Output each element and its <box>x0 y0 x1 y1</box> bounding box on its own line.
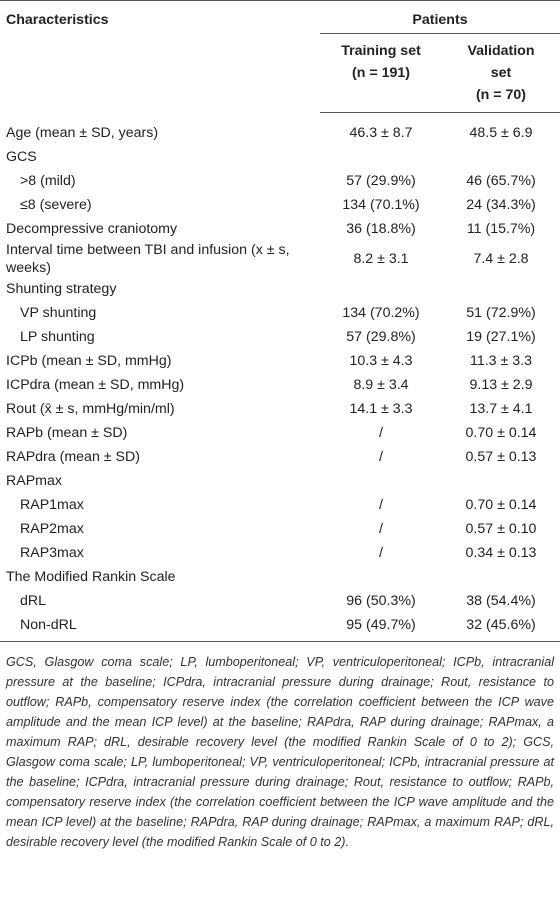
cell-value: 46 (65.7%) <box>466 173 536 189</box>
cell-value: 95 (49.7%) <box>320 613 442 642</box>
cell-value: 46.3 ± 8.7 <box>349 125 413 141</box>
column-name: Training set <box>341 43 421 59</box>
row-label: RAP1max <box>20 497 84 513</box>
cell-value: 19 (27.1%) <box>466 329 536 345</box>
table-row: RAPb (mean ± SD) / 0.70 ± 0.14 <box>0 421 560 445</box>
cell-value <box>320 565 442 589</box>
row-label: Interval time between TBI and infusion (… <box>6 242 290 276</box>
cell-value: 8.2 ± 3.1 <box>353 251 409 267</box>
cell-value: 24 (34.3%) <box>466 197 536 213</box>
row-label: Age (mean ± SD, years) <box>6 124 159 141</box>
row-label: GCS <box>6 149 37 165</box>
row-label: RAP3max <box>20 545 84 561</box>
cell-value <box>320 145 442 169</box>
cell-value: / <box>379 545 383 561</box>
table-row: RAPdra (mean ± SD) / 0.57 ± 0.13 <box>0 445 560 469</box>
cell-value: 14.1 ± 3.3 <box>349 401 413 417</box>
cell-value: 11.3 ± 3.3 <box>470 353 532 369</box>
table-row: >8 (mild) 57 (29.9%) 46 (65.7%) <box>0 169 560 193</box>
table-body: Age (mean ± SD, years) 46.3 ± 8.7 48.5 ± 6… <box>0 113 560 642</box>
column-header: Training set (n = 191) <box>320 33 442 113</box>
cell-value: / <box>379 497 383 513</box>
column-name: Validation set <box>467 43 535 81</box>
cell-value: 57 (29.8%) <box>346 329 416 345</box>
cell-value: 51 (72.9%) <box>466 305 536 321</box>
table-row: VP shunting 134 (70.2%) 51 (72.9%) <box>0 301 560 325</box>
cell-value: 0.57 ± 0.10 <box>465 521 537 537</box>
table-row: RAPmax <box>0 469 560 493</box>
table-row: ICPdra (mean ± SD, mmHg) 8.9 ± 3.4 9.13 ± … <box>0 373 560 397</box>
header-patients: Patients <box>320 0 560 34</box>
table-row: dRL 96 (50.3%) 38 (54.4%) <box>0 589 560 613</box>
cell-value: 11 (15.7%) <box>466 221 536 237</box>
table-row: Interval time between TBI and infusion (… <box>0 241 560 277</box>
table-row: Non-dRL 95 (49.7%) 32 (45.6%) <box>0 613 560 642</box>
cell-value <box>320 469 442 493</box>
table-row: Shunting strategy <box>0 277 560 301</box>
table-row: Rout (x̄ ± s, mmHg/min/ml) 14.1 ± 3.3 13.7… <box>0 397 560 421</box>
table-row: LP shunting 57 (29.8%) 19 (27.1%) <box>0 325 560 349</box>
row-label: The Modified Rankin Scale <box>6 569 176 585</box>
row-label: VP shunting <box>20 305 97 321</box>
cell-value: 10.3 ± 4.3 <box>349 353 413 369</box>
cell-value: 8.9 ± 3.4 <box>353 377 409 393</box>
cell-value <box>442 469 560 493</box>
row-label: RAPmax <box>6 473 62 489</box>
table-row: Age (mean ± SD, years) 46.3 ± 8.7 48.5 ± 6… <box>0 113 560 146</box>
footnote: GCS, Glasgow coma scale; LP, lumboperito… <box>6 655 554 849</box>
row-label: Shunting strategy <box>6 281 117 297</box>
cell-value: 38 (54.4%) <box>466 593 536 609</box>
cell-value: 134 (70.2%) <box>342 305 420 321</box>
cell-value: 48.5 ± 6.9 <box>469 125 533 141</box>
row-label: ICPdra (mean ± SD, mmHg) <box>6 377 185 393</box>
cell-value <box>442 277 560 301</box>
row-label: RAPb (mean ± SD) <box>6 425 128 441</box>
table-row: ICPb (mean ± SD, mmHg) 10.3 ± 4.3 11.3 ± 3… <box>0 349 560 373</box>
table-row: Decompressive craniotomy 36 (18.8%) 11 (15… <box>0 217 560 241</box>
cell-value <box>320 277 442 301</box>
cell-value: 9.13 ± 2.9 <box>469 377 533 393</box>
cell-value: 57 (29.9%) <box>346 173 416 189</box>
table-row: GCS <box>0 145 560 169</box>
table-row: RAP3max / 0.34 ± 0.13 <box>0 541 560 565</box>
row-label: Non-dRL <box>0 613 320 642</box>
data-table: Characteristics Patients Training set (n … <box>0 0 560 642</box>
cell-value: 134 (70.1%) <box>342 197 420 213</box>
cell-value: 13.7 ± 4.1 <box>469 401 533 417</box>
row-label: ≤8 (severe) <box>20 197 92 213</box>
cell-value: / <box>379 449 383 465</box>
row-label: Rout (x̄ ± s, mmHg/min/ml) <box>6 401 175 417</box>
row-label: ICPb (mean ± SD, mmHg) <box>6 353 172 369</box>
cell-value: 7.4 ± 2.8 <box>473 251 529 267</box>
cell-value: 96 (50.3%) <box>346 593 416 609</box>
cell-value: / <box>379 521 383 537</box>
table-row: RAP2max / 0.57 ± 0.10 <box>0 517 560 541</box>
header-characteristics: Characteristics <box>0 0 320 113</box>
cell-value: 32 (45.6%) <box>442 613 560 642</box>
row-label: RAP2max <box>20 521 84 537</box>
cell-value: 0.70 ± 0.14 <box>465 497 537 513</box>
column-n: (n = 191) <box>352 65 410 81</box>
cell-value <box>442 565 560 589</box>
column-n: (n = 70) <box>475 87 527 103</box>
column-header: Validation set (n = 70) <box>442 33 560 113</box>
row-label: Decompressive craniotomy <box>6 221 178 237</box>
cell-value: 0.57 ± 0.13 <box>465 449 537 465</box>
cell-value: 0.34 ± 0.13 <box>465 545 537 561</box>
table-row: ≤8 (severe) 134 (70.1%) 24 (34.3%) <box>0 193 560 217</box>
table-row: The Modified Rankin Scale <box>0 565 560 589</box>
row-label: >8 (mild) <box>20 173 76 189</box>
row-label: LP shunting <box>20 329 95 345</box>
row-label: RAPdra (mean ± SD) <box>6 449 140 465</box>
cell-value: 36 (18.8%) <box>346 221 416 237</box>
row-label: dRL <box>20 593 47 609</box>
cell-value: / <box>379 425 383 441</box>
cell-value: 0.70 ± 0.14 <box>465 425 537 441</box>
table-row: RAP1max / 0.70 ± 0.14 <box>0 493 560 517</box>
cell-value <box>442 145 560 169</box>
